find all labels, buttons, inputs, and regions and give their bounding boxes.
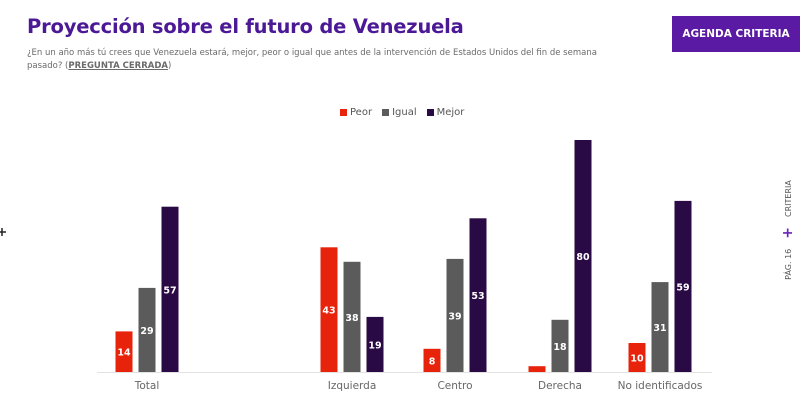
agenda-criteria-button[interactable]: AGENDA CRITERIA [672,16,800,52]
data-label: 43 [322,306,335,317]
legend-swatch [426,109,434,116]
legend-swatch [382,109,390,116]
legend-item-peor: Peor [340,107,372,118]
bar-igual [551,319,569,372]
data-label: 31 [653,323,666,334]
bar-mejor [574,140,592,372]
bar-peor [628,343,646,372]
legend-swatch [340,109,347,116]
category-label: Izquierda [328,380,377,392]
bar-peor [528,366,546,372]
bar-peor [423,348,441,372]
category-label: No identificados [618,380,703,392]
data-label: 59 [676,282,689,293]
page-title: Proyección sobre el futuro de Venezuela [27,15,464,38]
bar-peor [115,331,133,372]
category-label: Centro [437,380,472,392]
data-label: 2 [534,354,541,365]
data-label: 80 [576,252,590,263]
legend-item-mejor: Mejor [426,107,465,118]
legend-item-igual: Igual [382,107,417,118]
chart-legend: Peor Igual Mejor [340,107,464,118]
bar-mejor [366,316,384,372]
data-label: 10 [630,354,644,365]
bar-igual [138,287,156,372]
data-label: 39 [448,311,461,322]
category-label: Derecha [538,380,582,392]
crop-mark-icon [0,222,6,236]
data-label: 18 [553,342,567,353]
data-label: 53 [471,291,484,302]
data-label: 8 [429,356,436,367]
data-label: 57 [163,285,176,296]
legend-label: Peor [350,107,373,118]
bar-mejor [469,218,487,372]
question-end: ) [167,61,172,71]
legend-label: Mejor [436,107,465,118]
legend-label: Igual [392,107,417,118]
bar-igual [343,261,361,372]
question-body: ¿En un año más tú crees que Venezuela es… [27,48,597,71]
bar-mejor [161,206,179,372]
data-label: 14 [117,348,131,359]
bar-mejor [674,200,692,372]
bar-igual [446,258,464,372]
bar-peor [320,247,338,372]
data-label: 19 [368,340,381,351]
data-label: 38 [345,313,359,324]
question-type-link[interactable]: PREGUNTA CERRADA [68,61,168,71]
bar-igual [651,282,669,372]
category-label: Total [134,380,160,392]
data-label: 29 [140,326,153,337]
question-text: ¿En un año más tú crees que Venezuela es… [27,47,627,73]
